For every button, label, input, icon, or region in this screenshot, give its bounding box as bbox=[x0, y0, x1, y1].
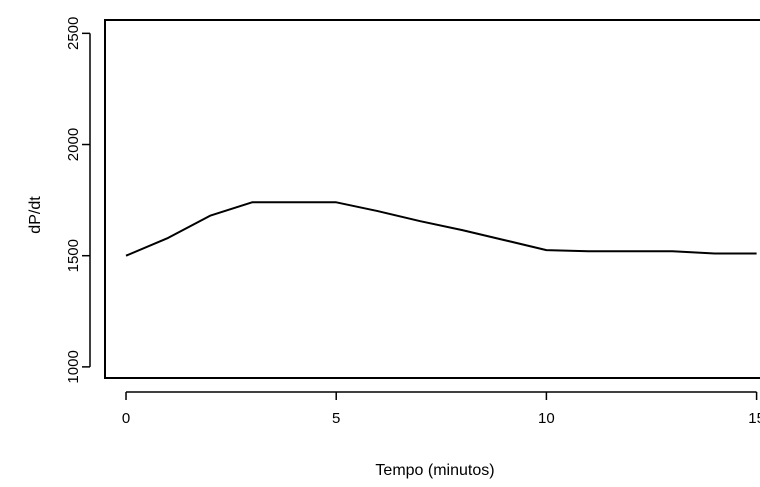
x-tick-label: 0 bbox=[122, 410, 130, 427]
x-tick-label: 10 bbox=[538, 410, 555, 427]
y-tick-label: 2000 bbox=[65, 128, 82, 161]
series-layer bbox=[125, 201, 757, 257]
x-axis-title: Tempo (minutos) bbox=[375, 462, 494, 479]
series-line bbox=[125, 201, 757, 257]
y-tick-label: 1500 bbox=[65, 239, 82, 272]
y-tick-label: 1000 bbox=[65, 350, 82, 383]
plot-frame bbox=[104, 19, 760, 379]
y-axis: 1000 1500 2000 2500 bbox=[65, 17, 91, 384]
x-tick-label: 15 bbox=[748, 410, 760, 427]
y-axis-title: dP/dt bbox=[27, 196, 44, 234]
x-axis: 0 5 10 15 bbox=[122, 391, 760, 427]
x-tick-label: 5 bbox=[332, 410, 340, 427]
y-tick-label: 2500 bbox=[65, 17, 82, 50]
